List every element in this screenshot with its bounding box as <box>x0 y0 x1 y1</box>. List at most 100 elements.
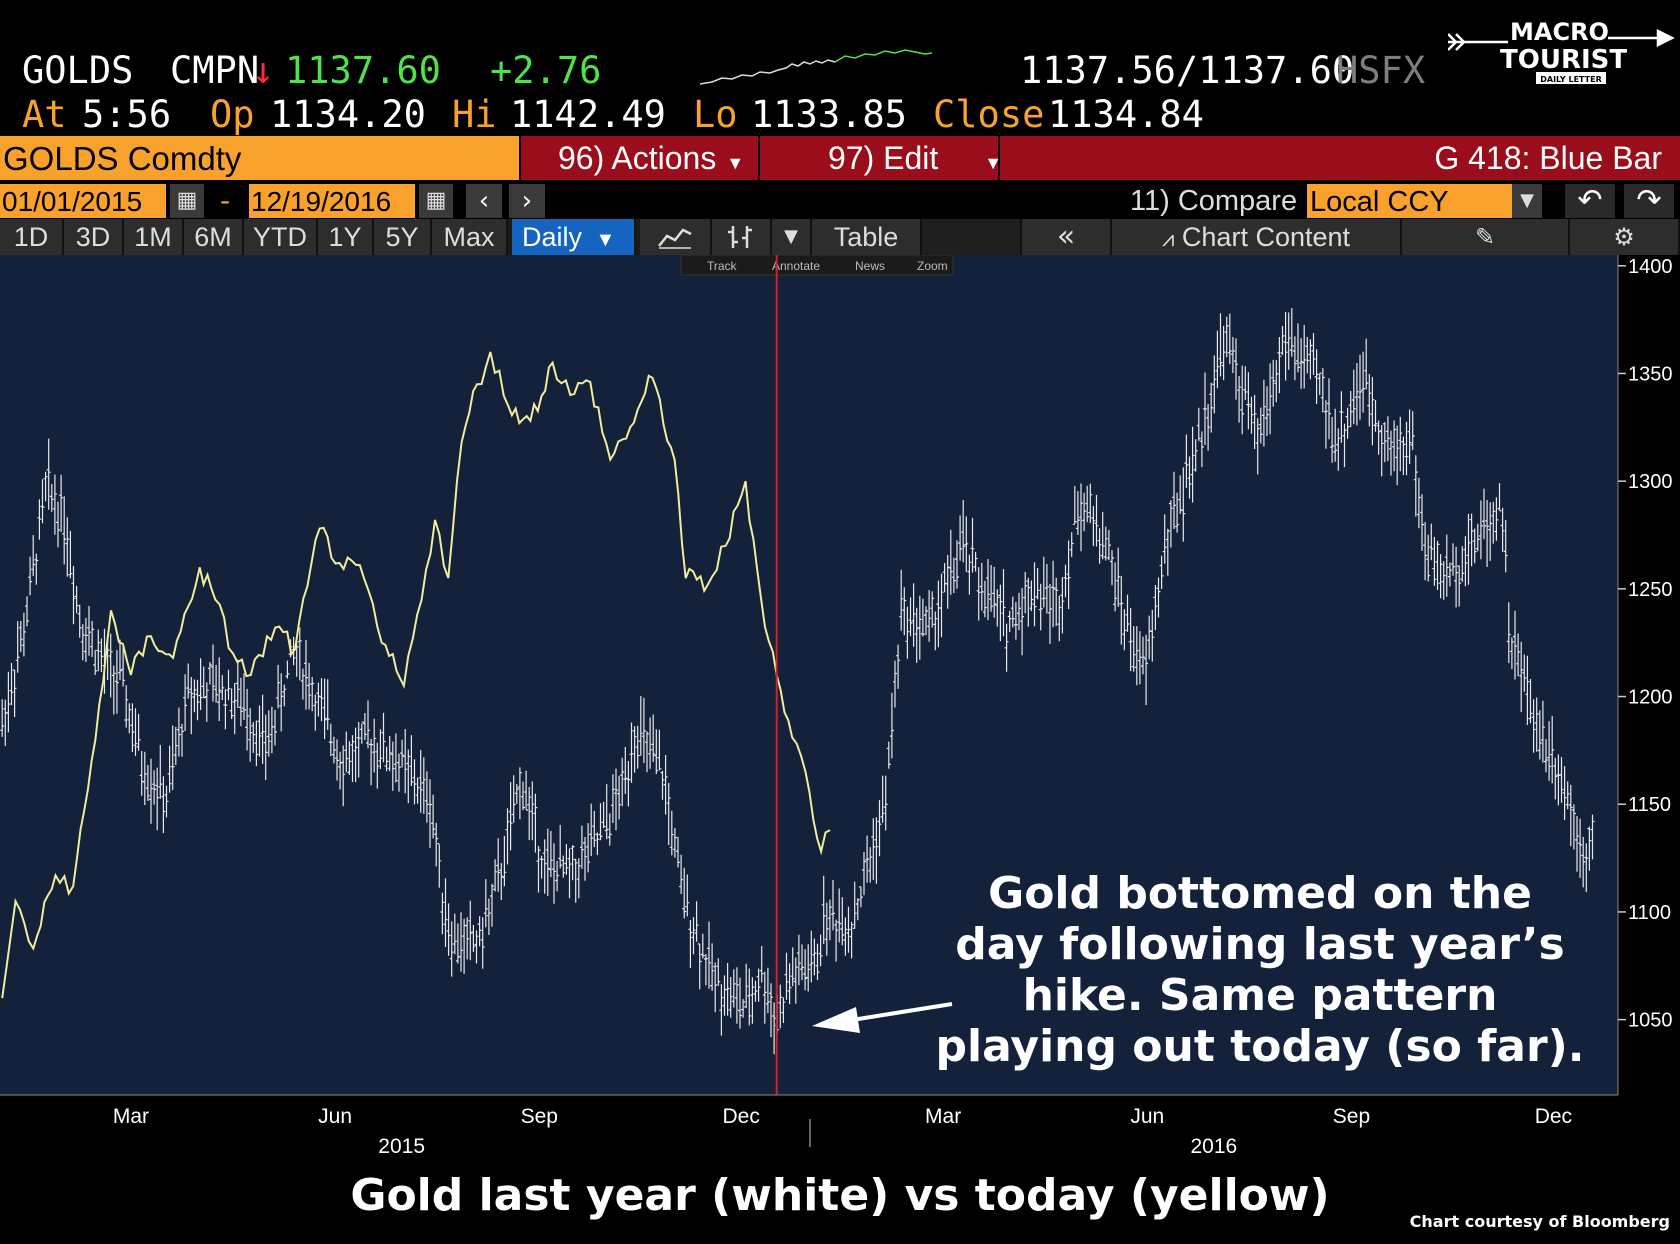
chart-name: G 418: Blue Bar <box>1434 140 1662 176</box>
price-chart: Track Annotate News Zoom 1400 1350 1300 125… <box>0 255 1673 1155</box>
period-ytd[interactable]: YTD <box>244 219 318 255</box>
white-ohlc-bars <box>0 308 1595 1055</box>
calendar-icon[interactable]: ▦ <box>419 184 453 218</box>
period-3d[interactable]: 3D <box>64 219 124 255</box>
high-label: Hi <box>452 93 497 136</box>
logo-line2: TOURIST <box>1500 45 1627 75</box>
y-tick-label: 1350 <box>1628 363 1673 385</box>
annotation-line-3: hike. Same pattern <box>1022 970 1498 1021</box>
edit-menu-button[interactable]: 97) Edit ▼ <box>828 136 1002 180</box>
period-selector-row: 1D 3D 1M 6M YTD 1Y 5Y Max Daily ▼ ▼ Tabl… <box>0 219 1680 255</box>
x-month-label: Jun <box>1130 1105 1164 1128</box>
logo-tagline: DAILY LETTER <box>1540 75 1602 84</box>
low-price: 1133.85 <box>751 93 907 136</box>
calendar-icon[interactable]: ▦ <box>170 184 204 218</box>
x-year-label: 2016 <box>1191 1135 1238 1155</box>
logo-line1: MACRO <box>1510 18 1609 46</box>
end-date-input[interactable]: 12/19/2016 <box>249 184 415 218</box>
chevron-right-icon[interactable]: › <box>509 184 545 218</box>
bar-chart-icon[interactable] <box>712 219 772 255</box>
y-tick-label: 1250 <box>1628 579 1673 601</box>
close-price: 1134.84 <box>1048 93 1204 136</box>
date-range-row: 01/01/2015 ▦ - 12/19/2016 ▦ ‹ › 11) Comp… <box>0 182 1680 220</box>
ticker-symbol: GOLDS <box>22 49 134 92</box>
open-label: Op <box>210 93 255 136</box>
chevron-down-icon[interactable]: ▼ <box>1512 184 1542 218</box>
intraday-sparkline <box>700 49 933 85</box>
frequency-label: Daily <box>522 222 583 252</box>
x-month-label: Mar <box>113 1105 149 1128</box>
table-button[interactable]: Table <box>812 219 922 255</box>
tool-track[interactable]: Track <box>707 259 738 273</box>
start-date-input[interactable]: 01/01/2015 <box>0 184 166 218</box>
annotation-line-1: Gold bottomed on the <box>988 868 1532 919</box>
security-toolbar: GOLDS Comdty 96) Actions ▼ 97) Edit ▼ G 41… <box>0 136 1680 180</box>
undo-icon[interactable]: ↶ <box>1565 184 1615 218</box>
chevron-down-icon: ▼ <box>984 153 1003 173</box>
compare-button[interactable]: 11) Compare <box>1130 185 1298 217</box>
time-label: At <box>22 93 67 136</box>
y-tick-label: 1300 <box>1628 471 1673 493</box>
chevron-down-icon: ▼ <box>726 153 745 173</box>
chart-content-icon: ⩘ <box>1161 226 1175 251</box>
y-tick-label: 1150 <box>1628 794 1671 816</box>
period-6m[interactable]: 6M <box>184 219 244 255</box>
actions-label: 96) Actions <box>558 140 717 176</box>
security-field[interactable]: GOLDS Comdty <box>0 136 519 180</box>
y-tick-label: 1400 <box>1628 256 1673 278</box>
chevron-down-icon: ▼ <box>595 229 616 251</box>
x-month-label: Dec <box>723 1105 760 1128</box>
x-month-label: Mar <box>925 1105 961 1128</box>
period-max[interactable]: Max <box>432 219 508 255</box>
chart-annotation: Gold bottomed on the day following last … <box>860 868 1660 1072</box>
quote-time: 5:56 <box>82 93 172 136</box>
period-1m[interactable]: 1M <box>124 219 184 255</box>
bid-ask: 1137.56/1137.60 <box>1020 49 1355 92</box>
y-tick-label: 1100 <box>1628 902 1671 924</box>
chart-mini-toolbar: Track Annotate News Zoom <box>680 255 954 276</box>
annotation-line-2: day following last year’s <box>955 919 1565 970</box>
chart-content-button[interactable]: ⩘ Chart Content <box>1112 219 1402 255</box>
tool-annotate[interactable]: Annotate <box>772 259 820 273</box>
low-label: Lo <box>693 93 738 136</box>
price-source: CMPN <box>170 49 260 92</box>
currency-select[interactable]: Local CCY <box>1307 184 1512 218</box>
y-tick-label: 1200 <box>1628 687 1673 709</box>
date-separator: - <box>220 184 231 217</box>
y-tick-label: 1050 <box>1628 1010 1673 1032</box>
chart-credit: Chart courtesy of Bloomberg <box>1409 1212 1670 1231</box>
gear-icon[interactable]: ⚙ <box>1570 219 1680 255</box>
venue-code: HSFX <box>1336 49 1426 92</box>
toolbar-spacer <box>922 219 1022 255</box>
open-price: 1134.20 <box>270 93 426 136</box>
last-price: 1137.60 <box>285 49 441 92</box>
macro-tourist-logo: MACRO TOURIST DAILY LETTER <box>1448 18 1675 84</box>
line-chart-icon[interactable] <box>640 219 712 255</box>
redo-icon[interactable]: ↷ <box>1624 184 1674 218</box>
edit-label: 97) Edit <box>828 140 939 176</box>
chevron-down-icon[interactable]: ▼ <box>772 219 812 255</box>
chart-content-label: Chart Content <box>1181 222 1351 252</box>
tool-news[interactable]: News <box>855 259 885 273</box>
period-1d[interactable]: 1D <box>0 219 64 255</box>
down-arrow-icon: ↓ <box>252 49 275 92</box>
period-1y[interactable]: 1Y <box>318 219 374 255</box>
high-price: 1142.49 <box>510 93 666 136</box>
net-change: +2.76 <box>490 49 602 92</box>
frequency-dropdown[interactable]: Daily ▼ <box>512 219 636 255</box>
x-month-label: Sep <box>1333 1105 1370 1128</box>
x-month-label: Dec <box>1535 1105 1572 1128</box>
edit-pen-icon[interactable]: ✎ <box>1402 219 1570 255</box>
actions-menu-button[interactable]: 96) Actions ▼ <box>558 136 744 180</box>
x-year-label: 2015 <box>378 1135 425 1155</box>
tool-zoom[interactable]: Zoom <box>917 259 948 273</box>
series-white <box>0 308 1595 1055</box>
annotation-line-4: playing out today (so far). <box>935 1021 1585 1072</box>
period-5y[interactable]: 5Y <box>374 219 432 255</box>
yellow-series-line <box>1 351 831 999</box>
close-label: Close <box>933 93 1045 136</box>
chevron-left-icon[interactable]: ‹ <box>466 184 502 218</box>
x-month-label: Jun <box>318 1105 352 1128</box>
collapse-left-icon[interactable]: « <box>1022 219 1112 255</box>
annotation-arrow <box>812 1002 953 1033</box>
